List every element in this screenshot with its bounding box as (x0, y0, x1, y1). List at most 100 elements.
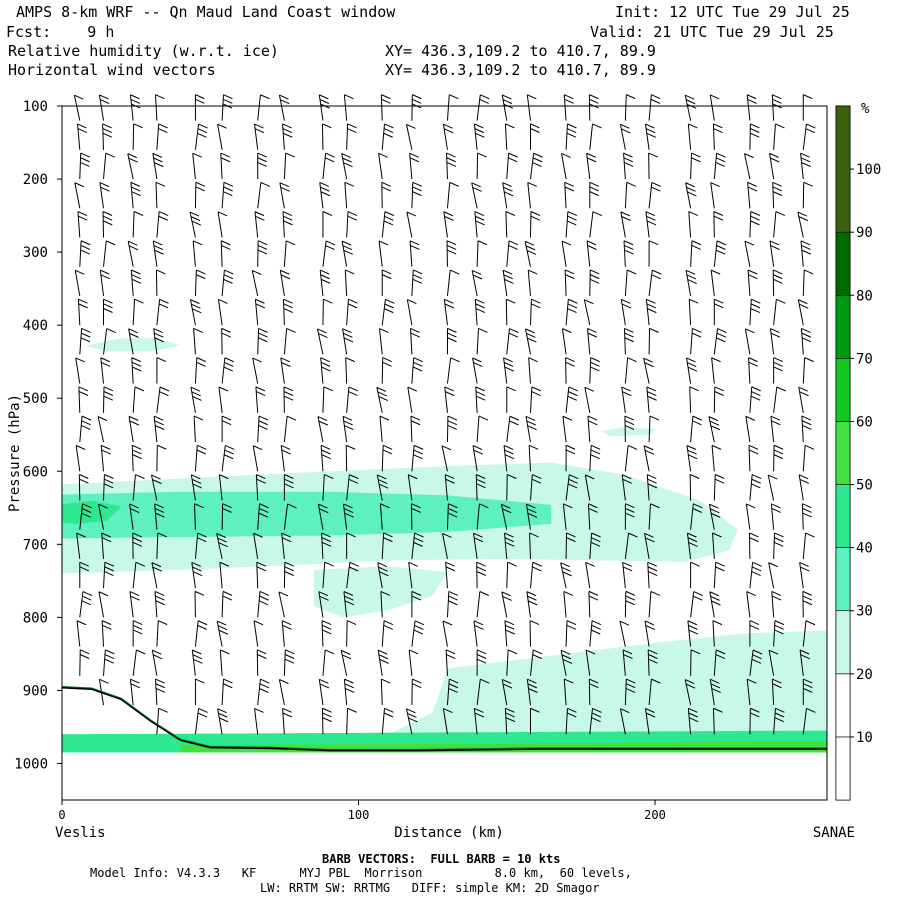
wind-barb (802, 444, 815, 472)
wind-barb (381, 620, 394, 647)
wind-barb (648, 269, 662, 296)
wind-barb (589, 211, 603, 238)
wind-barb (586, 152, 597, 180)
barb-staff (712, 708, 715, 735)
barb-flag (768, 474, 778, 480)
barb-flag (217, 625, 228, 631)
barb-flag (252, 270, 262, 275)
barb-flag (591, 537, 601, 543)
wind-barb (565, 620, 577, 647)
barb-flag (803, 269, 814, 275)
barb-staff (685, 182, 692, 209)
barb-flag (531, 391, 541, 396)
barb-flag (713, 707, 723, 713)
barb-flag (504, 279, 514, 284)
wind-barb (345, 357, 355, 384)
barb-flag (562, 415, 573, 421)
barb-flag (384, 308, 394, 314)
wind-barb (378, 152, 388, 180)
barb-flag (284, 654, 295, 659)
barb-flag (129, 591, 140, 597)
barb-flag (750, 211, 761, 216)
barb-staff (192, 240, 196, 267)
barb-staff (648, 679, 652, 706)
barb-flag (565, 357, 575, 363)
barb-flag (473, 362, 483, 368)
barb-flag (257, 649, 267, 655)
colorbar-segment (835, 610, 851, 675)
wind-barb (346, 386, 359, 413)
barb-flag (647, 308, 657, 314)
colorbar-segment (835, 421, 851, 485)
barb-flag (219, 717, 229, 723)
barb-flag (687, 362, 697, 367)
barb-staff (584, 474, 591, 501)
barb-staff (712, 532, 715, 559)
wind-barb (644, 620, 655, 647)
barb-flag (651, 678, 661, 684)
wind-barb (442, 532, 452, 560)
barb-flag (688, 454, 698, 460)
wind-barb (406, 299, 417, 326)
wind-barb (381, 211, 395, 238)
barb-flag (104, 654, 115, 659)
wind-barb (256, 649, 267, 676)
barb-flag (258, 415, 269, 421)
barb-flag (590, 361, 600, 367)
wind-barb (769, 240, 780, 267)
barb-staff (322, 562, 326, 589)
barb-flag (197, 532, 207, 538)
barb-flag (624, 161, 634, 167)
barb-staff (221, 679, 224, 706)
wind-barb (405, 123, 416, 150)
barb-staff (380, 679, 383, 706)
barb-flag (252, 357, 262, 363)
barb-flag (136, 649, 146, 655)
barb-flag (562, 571, 572, 577)
barb-flag (770, 328, 780, 334)
barb-flag (279, 679, 289, 684)
barb-flag (320, 278, 331, 284)
barb-flag (217, 123, 227, 129)
wind-barb (322, 152, 335, 180)
barb-flag (802, 424, 812, 430)
barb-staff (319, 270, 324, 296)
wind-barb (476, 152, 487, 180)
barb-staff (98, 591, 105, 618)
barb-staff (589, 620, 593, 647)
barb-flag (80, 649, 90, 655)
barb-flag (647, 483, 658, 489)
barb-staff (405, 124, 413, 150)
wind-barb (476, 327, 488, 355)
barb-flag (384, 303, 395, 309)
barb-flag (348, 391, 358, 397)
barb-flag (446, 161, 457, 167)
barb-staff (501, 679, 508, 706)
barb-flag (253, 532, 263, 538)
wind-barb (283, 503, 297, 530)
barb-staff (343, 679, 348, 706)
barb-flag (135, 474, 145, 480)
barb-staff (747, 269, 751, 296)
barb-staff (620, 299, 626, 326)
barb-flag (283, 395, 294, 401)
barb-flag (624, 424, 635, 430)
barb-flag (77, 123, 87, 129)
barb-staff (194, 503, 196, 530)
barb-flag (342, 245, 353, 251)
barb-staff (446, 182, 451, 209)
wind-barb (408, 649, 419, 676)
barb-flag (625, 595, 635, 601)
barb-flag (97, 416, 108, 422)
barb-flag (692, 595, 703, 601)
barb-staff (150, 474, 158, 501)
barb-flag (259, 688, 269, 693)
barb-staff (101, 620, 105, 647)
barb-staff (253, 533, 259, 560)
barb-flag (408, 649, 419, 655)
barb-flag (801, 327, 811, 333)
wind-barb (282, 123, 293, 150)
barb-flag (347, 707, 357, 713)
barb-flag (317, 328, 327, 334)
barb-staff (527, 269, 531, 296)
